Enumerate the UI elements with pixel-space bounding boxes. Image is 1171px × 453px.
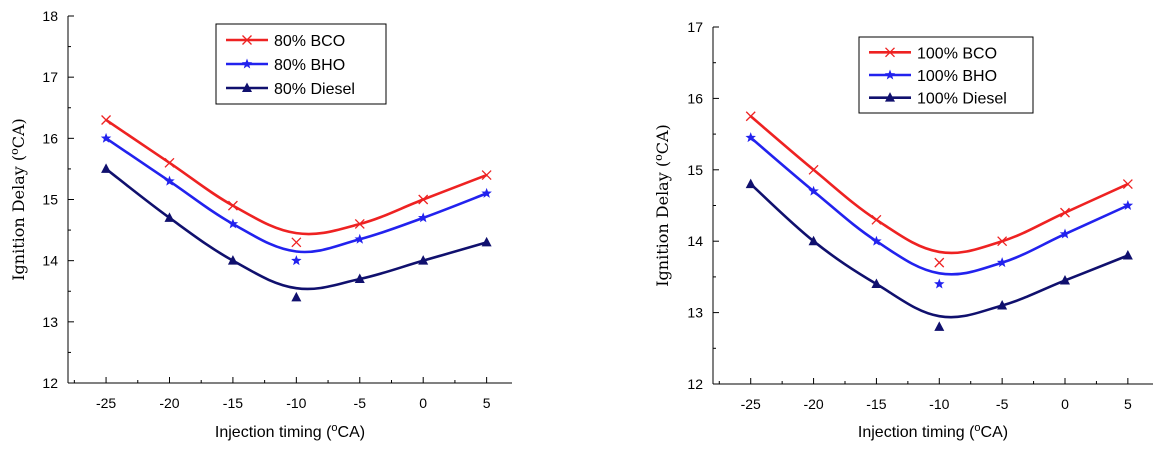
data-point: [808, 185, 819, 196]
y-tick-label: 18: [42, 8, 58, 24]
x-tick-label: -15: [223, 395, 243, 411]
data-point: [997, 299, 1008, 310]
series-line: [105, 137, 488, 254]
data-point: [101, 115, 112, 125]
legend-marker: [885, 47, 895, 58]
x-tick-label: -5: [354, 395, 367, 411]
y-tick-label: 14: [687, 233, 703, 249]
data-point: [996, 257, 1008, 268]
legend-label: 80% Diesel: [274, 81, 355, 98]
legend-label: 100% BHO: [917, 68, 997, 85]
data-point: [354, 219, 365, 229]
legend-marker: [884, 69, 896, 80]
legend-label: 100% BCO: [917, 45, 997, 62]
data-point: [934, 321, 945, 331]
data-point: [354, 233, 365, 244]
y-tick-label: 15: [687, 162, 703, 178]
y-axis-title: Ignition Delay (oCA): [8, 118, 28, 281]
legend-marker: [241, 58, 253, 69]
legend-label: 100% Diesel: [917, 91, 1007, 108]
x-tick-label: 5: [1124, 396, 1132, 412]
data-point: [164, 212, 175, 222]
y-axis-title: Ignition Delay (oCA): [652, 124, 672, 287]
x-tick-label: -10: [929, 396, 949, 412]
data-point: [164, 157, 175, 168]
y-tick-label: 12: [687, 376, 703, 392]
data-point: [481, 187, 492, 198]
x-tick-label: 0: [419, 395, 427, 411]
data-point: [934, 278, 945, 289]
chart-right: 12 13 14 15 16 17 -25 -20 -15 -10 -5 0 5 Injection ti…: [652, 19, 1153, 441]
data-point: [1122, 179, 1133, 190]
y-tick-label: 15: [42, 192, 58, 208]
y-tick-label: 16: [687, 90, 703, 106]
legend-marker: [242, 82, 252, 92]
data-point: [291, 255, 302, 266]
data-point: [808, 164, 819, 175]
data-point: [418, 255, 429, 265]
x-tick-label: -5: [996, 396, 1009, 412]
data-point: [354, 273, 365, 284]
series-line: [749, 136, 1129, 276]
data-point: [100, 132, 112, 143]
data-point: [291, 291, 302, 302]
data-point: [871, 214, 882, 225]
data-point: [227, 255, 238, 265]
data-point: [227, 200, 238, 211]
data-point: [1122, 249, 1133, 260]
data-point: [1059, 228, 1071, 239]
data-point: [227, 218, 239, 229]
data-point: [745, 111, 756, 122]
data-point: [101, 163, 112, 173]
legend-label: 80% BHO: [274, 57, 345, 74]
data-point: [871, 235, 882, 246]
y-tick-label: 12: [42, 375, 58, 391]
data-point: [291, 237, 302, 248]
data-point: [745, 178, 756, 189]
x-tick-label: -20: [159, 395, 179, 411]
data-point: [481, 236, 492, 247]
y-tick-label: 13: [687, 305, 703, 321]
x-axis-title: Injection timing (oCA): [215, 422, 365, 441]
x-tick-label: -25: [96, 395, 116, 411]
data-point: [997, 236, 1008, 247]
x-tick-label: 0: [1061, 396, 1069, 412]
y-tick-label: 13: [42, 314, 58, 330]
series-line: [105, 167, 487, 291]
x-axis-title: Injection timing (oCA): [858, 422, 1008, 441]
data-point: [934, 257, 945, 268]
data-point: [871, 278, 882, 289]
data-point: [1060, 274, 1070, 285]
legend-marker: [242, 35, 252, 45]
data-point: [808, 235, 819, 246]
data-point: [418, 194, 429, 205]
y-tick-label: 17: [42, 69, 58, 85]
data-point: [1060, 207, 1070, 218]
data-point: [745, 132, 756, 143]
y-tick-label: 17: [687, 19, 703, 35]
x-tick-label: -20: [803, 396, 823, 412]
chart-left: 12 13 14 15 16 17 18 -25 -20 -15 -10 -5 0 5 Injection …: [8, 8, 512, 441]
x-tick-label: -25: [741, 396, 761, 412]
y-tick-label: 16: [42, 130, 58, 146]
y-tick-label: 14: [42, 253, 58, 269]
data-point: [1122, 200, 1134, 210]
data-point: [164, 175, 175, 186]
legend-label: 80% BCO: [274, 33, 345, 50]
x-tick-label: -15: [866, 396, 886, 412]
x-tick-label: -10: [286, 395, 306, 411]
legend-marker: [885, 92, 895, 102]
data-point: [417, 212, 429, 223]
x-tick-label: 5: [483, 395, 491, 411]
data-point: [481, 170, 492, 180]
